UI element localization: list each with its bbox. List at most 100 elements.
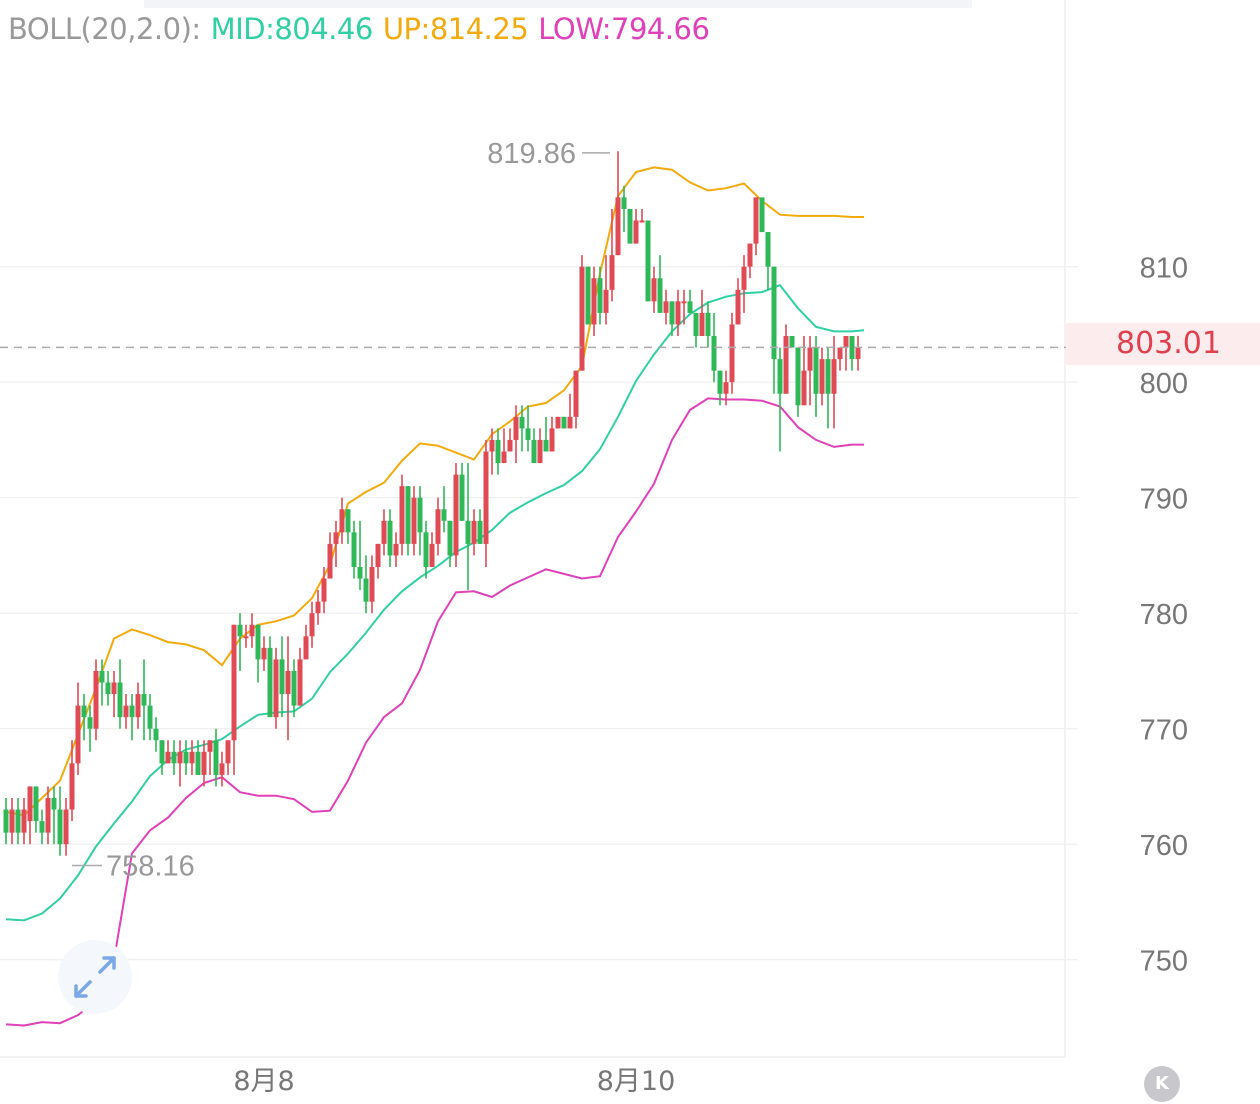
candle-body <box>555 416 561 429</box>
candle-body <box>681 301 687 304</box>
boll-mid-line <box>5 284 865 922</box>
candle-body <box>795 347 801 406</box>
candle-body <box>645 220 651 302</box>
candle-body <box>441 509 447 521</box>
candle-body <box>447 520 453 556</box>
candle-body <box>855 347 861 360</box>
legend-mid: MID:804.46 <box>210 12 374 46</box>
y-tick-label: 750 <box>1140 946 1188 978</box>
candle-body <box>717 370 723 394</box>
candle-body <box>57 809 63 845</box>
candle-body <box>369 567 375 602</box>
candle-body <box>693 312 699 336</box>
candle-body <box>363 578 369 602</box>
candle-body <box>621 197 627 209</box>
candle-body <box>153 728 159 741</box>
candle-body <box>177 751 183 764</box>
candle-body <box>315 601 321 614</box>
candle-body <box>285 670 291 695</box>
k-circle-icon[interactable]: K <box>1144 1066 1180 1102</box>
candle-body <box>333 532 339 544</box>
candle-body <box>393 543 399 556</box>
candle-body <box>423 532 429 567</box>
candle-body <box>501 451 507 464</box>
current-price-tag: 803.01 <box>1066 323 1260 365</box>
boll-upper-line <box>5 166 864 817</box>
candle-body <box>711 336 717 371</box>
candle-body <box>69 763 75 810</box>
candle-body <box>87 717 93 729</box>
candle-body <box>735 289 741 325</box>
candle-body <box>213 740 219 775</box>
candle-body <box>273 659 279 718</box>
candle-body <box>309 613 315 637</box>
candle-body <box>561 416 567 429</box>
candle-body <box>381 520 387 544</box>
candle-body <box>789 336 795 348</box>
candle-body <box>531 439 537 464</box>
candle-body <box>171 751 177 764</box>
candle-body <box>759 197 765 233</box>
x-tick-label: 8月10 <box>597 1066 676 1097</box>
candle-body <box>567 416 573 429</box>
legend-up: UP:814.25 <box>382 12 529 46</box>
candle-body <box>783 336 789 394</box>
candle-body <box>351 532 357 567</box>
candle-body <box>357 567 363 579</box>
candle-body <box>189 751 195 764</box>
candle-body <box>21 809 27 833</box>
candle-body <box>135 694 141 718</box>
candle-body <box>339 509 345 533</box>
candle-body <box>669 301 675 325</box>
candle-body <box>771 266 777 360</box>
candle-body <box>495 439 501 464</box>
candle-body <box>9 809 15 833</box>
candle-body <box>663 301 669 313</box>
candle-body <box>291 670 297 706</box>
expand-button[interactable] <box>58 940 132 1014</box>
candle-body <box>825 359 831 394</box>
candle-body <box>147 705 153 729</box>
candle-body <box>483 451 489 544</box>
candle-body <box>849 336 855 360</box>
candle-body <box>747 243 753 267</box>
y-tick-label: 790 <box>1140 484 1188 516</box>
x-tick-label: 8月8 <box>233 1066 294 1097</box>
candle-body <box>543 439 549 452</box>
candle-body <box>207 740 213 752</box>
candle-body <box>651 278 657 302</box>
candle-body <box>477 520 483 544</box>
candle-body <box>687 301 693 313</box>
candle-body <box>183 751 189 764</box>
candle-body <box>249 624 255 637</box>
candle-body <box>615 197 621 256</box>
candle-body <box>123 705 129 718</box>
candle-body <box>591 278 597 325</box>
candle-body <box>657 278 663 313</box>
candle-body <box>63 809 69 845</box>
candle-body <box>279 659 285 695</box>
candle-body <box>429 543 435 567</box>
candle-body <box>465 520 471 544</box>
candle-body <box>579 266 585 371</box>
candle-body <box>705 312 711 336</box>
candle-body <box>819 359 825 394</box>
candle-body <box>741 266 747 290</box>
candle-body <box>627 208 633 244</box>
candle-body <box>375 543 381 567</box>
candle-body <box>831 359 837 394</box>
candle-body <box>45 798 51 833</box>
candle-body <box>729 324 735 383</box>
candle-body <box>453 474 459 556</box>
candle-body <box>723 382 729 394</box>
candle-body <box>237 624 243 637</box>
candle-body <box>129 705 135 718</box>
candle-body <box>549 428 555 452</box>
y-tick-label: 800 <box>1140 368 1188 400</box>
candle-body <box>609 255 615 290</box>
candle-body <box>777 359 783 394</box>
candle-body <box>813 347 819 394</box>
candle-body <box>195 751 201 775</box>
